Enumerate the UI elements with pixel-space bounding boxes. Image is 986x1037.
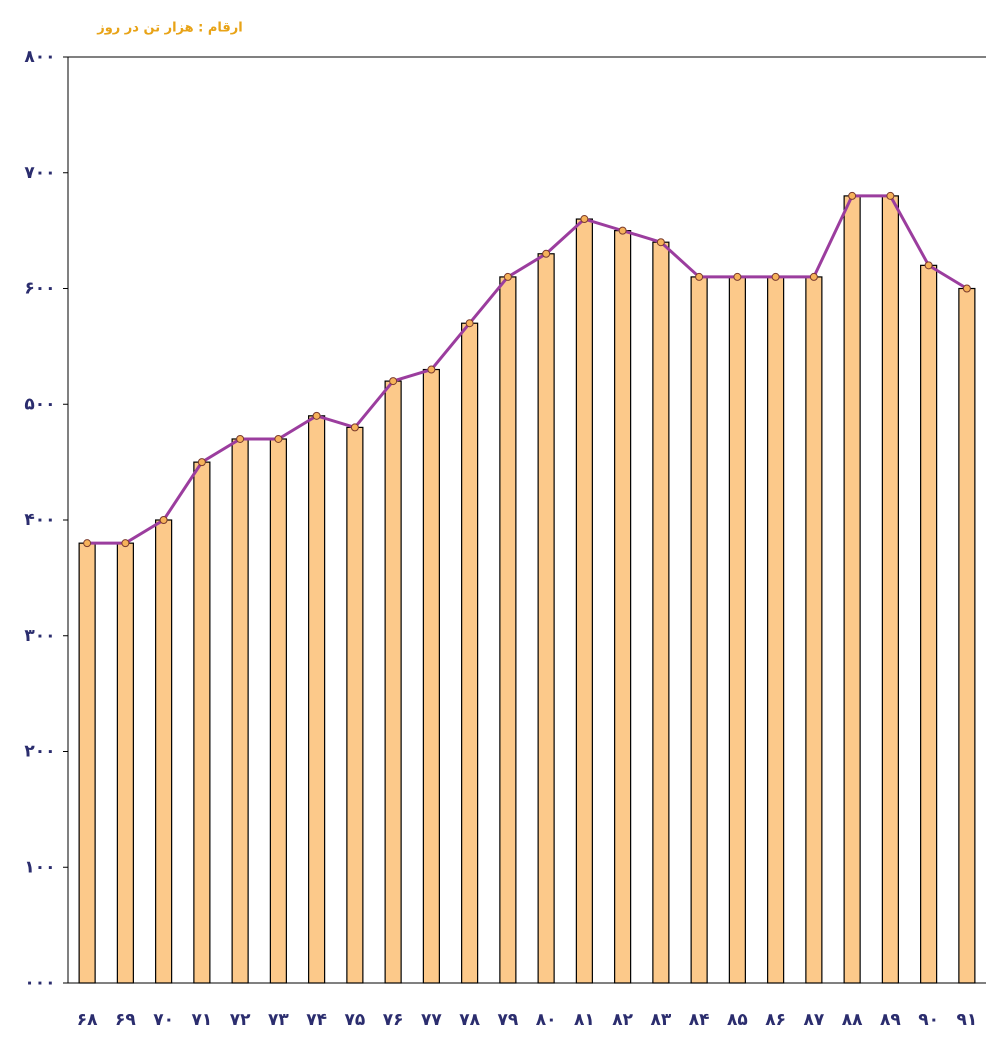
bar [843, 195, 861, 984]
x-tick-label: ۷۳ [268, 1010, 289, 1030]
x-tick-label: ۸۴ [689, 1010, 710, 1030]
x-tick-label: ۷۸ [459, 1010, 480, 1030]
y-tick-label: ۷۰۰ [24, 163, 55, 183]
bar [499, 276, 517, 984]
marker [848, 191, 857, 200]
x-tick-label: ۸۹ [880, 1010, 901, 1030]
x-tick-label: ۹۱ [956, 1010, 977, 1030]
marker [312, 411, 321, 420]
x-tick-label: ۷۹ [497, 1010, 518, 1030]
x-tick-label: ۷۲ [230, 1010, 251, 1030]
bar [537, 253, 555, 984]
marker [886, 191, 895, 200]
bar [881, 195, 899, 984]
x-tick-label: ۷۶ [383, 1010, 404, 1030]
bar [231, 438, 249, 984]
x-tick-label: ۷۷ [421, 1010, 442, 1030]
x-tick-label: ۸۰ [536, 1010, 557, 1030]
marker [236, 434, 245, 443]
x-tick-label: ۹۰ [918, 1010, 939, 1030]
marker [695, 272, 704, 281]
x-tick-label: ۸۵ [727, 1010, 748, 1030]
bar [461, 322, 479, 984]
marker [159, 516, 168, 524]
marker [83, 539, 92, 548]
bar [652, 241, 670, 984]
marker [809, 272, 818, 281]
bar [384, 380, 402, 984]
marker [733, 272, 742, 281]
marker [427, 365, 436, 374]
x-tick-label: ۸۸ [842, 1010, 863, 1030]
y-tick-label: ۰۰۰ [24, 973, 55, 993]
marker [656, 238, 665, 247]
x-tick-label: ۷۱ [191, 1010, 212, 1030]
bar [78, 542, 96, 984]
marker [542, 249, 551, 258]
y-tick-label: ۳۰۰ [24, 626, 55, 646]
bar [269, 438, 287, 984]
x-tick-label: ۸۷ [803, 1010, 824, 1030]
marker [771, 272, 780, 281]
x-tick-label: ۶۹ [115, 1010, 136, 1030]
chart-title: ارقام : هزار تن در روز [96, 21, 243, 36]
x-tick-label: ۷۴ [306, 1010, 327, 1030]
x-tick-label: ۷۵ [344, 1010, 365, 1030]
bar [690, 276, 708, 984]
y-tick-label: ۶۰۰ [24, 279, 55, 299]
marker [197, 458, 206, 467]
bar [422, 368, 440, 984]
y-tick-label: ۵۰۰ [24, 394, 55, 414]
bar [958, 287, 976, 984]
bar [575, 218, 593, 984]
marker [962, 284, 971, 293]
marker [465, 319, 474, 328]
marker [274, 434, 283, 443]
trend-line [87, 194, 968, 545]
y-tick-label: ۲۰۰ [24, 742, 55, 762]
bar [308, 415, 326, 984]
x-tick-label: ۸۶ [765, 1010, 786, 1030]
marker [503, 272, 512, 281]
x-tick-label: ۶۸ [77, 1010, 98, 1030]
marker [350, 423, 359, 432]
bar [767, 276, 785, 984]
bar [116, 542, 134, 984]
marker [618, 226, 627, 235]
bar [155, 519, 173, 984]
marker [580, 215, 589, 224]
bar [346, 426, 364, 984]
marker [924, 261, 933, 270]
y-tick-label: ۸۰۰ [24, 47, 55, 67]
bar [614, 230, 632, 984]
x-tick-label: ۸۲ [612, 1010, 633, 1030]
x-tick-label: ۷۰ [153, 1010, 174, 1030]
bar [193, 461, 211, 984]
bar [920, 264, 938, 984]
y-tick-label: ۴۰۰ [24, 510, 55, 530]
bar [805, 276, 823, 984]
marker [389, 377, 398, 386]
marker [121, 539, 130, 548]
x-tick-label: ۸۱ [574, 1010, 595, 1030]
x-tick-label: ۸۳ [650, 1010, 671, 1030]
y-tick-label: ۱۰۰ [24, 857, 55, 877]
bar [728, 276, 746, 984]
